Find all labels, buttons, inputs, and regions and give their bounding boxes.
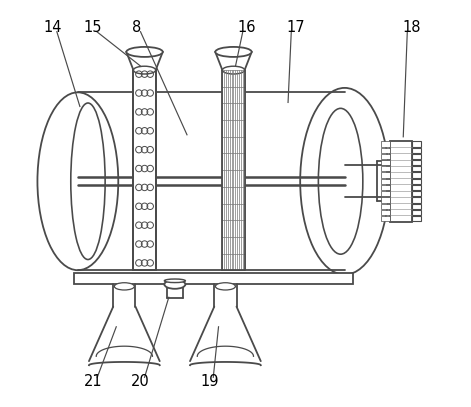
Bar (390, 141, 412, 222)
Text: 20: 20 (131, 374, 150, 389)
Ellipse shape (164, 280, 186, 289)
Bar (381, 210, 390, 215)
Bar (381, 141, 390, 147)
Ellipse shape (126, 47, 163, 57)
Bar (133, 70, 156, 270)
Bar (412, 210, 421, 215)
Bar (381, 160, 390, 165)
Bar (381, 148, 390, 153)
Ellipse shape (133, 66, 156, 74)
Bar (381, 154, 390, 159)
Text: 19: 19 (200, 374, 219, 389)
Text: 8: 8 (132, 20, 141, 35)
Bar (381, 166, 390, 171)
Text: 17: 17 (286, 20, 305, 35)
Ellipse shape (114, 283, 134, 290)
Bar (222, 70, 244, 270)
Bar (412, 179, 421, 184)
Text: 18: 18 (402, 20, 421, 35)
Bar (381, 179, 390, 184)
Bar (412, 191, 421, 196)
Ellipse shape (215, 283, 236, 290)
Bar (381, 185, 390, 190)
Bar (412, 173, 421, 178)
Text: 21: 21 (84, 374, 103, 389)
Bar (74, 273, 353, 284)
Bar (381, 204, 390, 209)
Bar (412, 216, 421, 221)
Ellipse shape (215, 47, 252, 57)
Bar (412, 185, 421, 190)
Bar (412, 154, 421, 159)
Text: 15: 15 (83, 20, 102, 35)
Text: 16: 16 (237, 20, 256, 35)
Ellipse shape (222, 66, 244, 74)
Ellipse shape (164, 279, 186, 282)
Bar (381, 173, 390, 178)
Bar (412, 166, 421, 171)
Bar (412, 148, 421, 153)
Bar (412, 160, 421, 165)
Bar (381, 191, 390, 196)
Bar (412, 204, 421, 209)
Bar (412, 141, 421, 147)
Text: 14: 14 (43, 20, 62, 35)
Bar (412, 197, 421, 203)
Bar (381, 216, 390, 221)
Bar (381, 197, 390, 203)
